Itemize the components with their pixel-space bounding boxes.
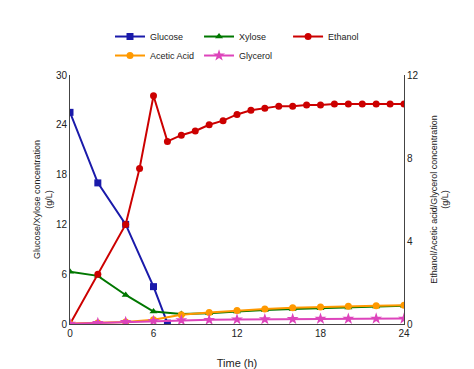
svg-text:6: 6 (151, 328, 157, 339)
svg-text:Glycerol: Glycerol (239, 51, 272, 61)
svg-text:12: 12 (231, 328, 243, 339)
svg-text:8: 8 (407, 153, 413, 164)
svg-text:Glucose: Glucose (150, 32, 183, 42)
svg-text:Glucose/Xylose concentration(g: Glucose/Xylose concentration(g/L) (32, 140, 54, 259)
svg-text:Time (h): Time (h) (217, 357, 258, 369)
svg-text:12: 12 (56, 219, 68, 230)
svg-text:0: 0 (67, 328, 73, 339)
svg-text:30: 30 (56, 70, 68, 81)
svg-text:6: 6 (61, 269, 67, 280)
svg-text:24: 24 (56, 119, 68, 130)
svg-text:12: 12 (407, 70, 419, 81)
svg-text:18: 18 (56, 169, 68, 180)
svg-text:4: 4 (407, 236, 413, 247)
svg-text:0: 0 (407, 319, 413, 330)
svg-text:Ethanol/Acetic acid/Glycerol c: Ethanol/Acetic acid/Glycerol concentrati… (429, 115, 451, 284)
svg-text:Ethanol: Ethanol (328, 32, 359, 42)
svg-text:24: 24 (398, 328, 410, 339)
svg-text:0: 0 (61, 319, 67, 330)
svg-text:Acetic Acid: Acetic Acid (150, 51, 194, 61)
svg-text:Xylose: Xylose (239, 32, 266, 42)
svg-text:18: 18 (315, 328, 327, 339)
